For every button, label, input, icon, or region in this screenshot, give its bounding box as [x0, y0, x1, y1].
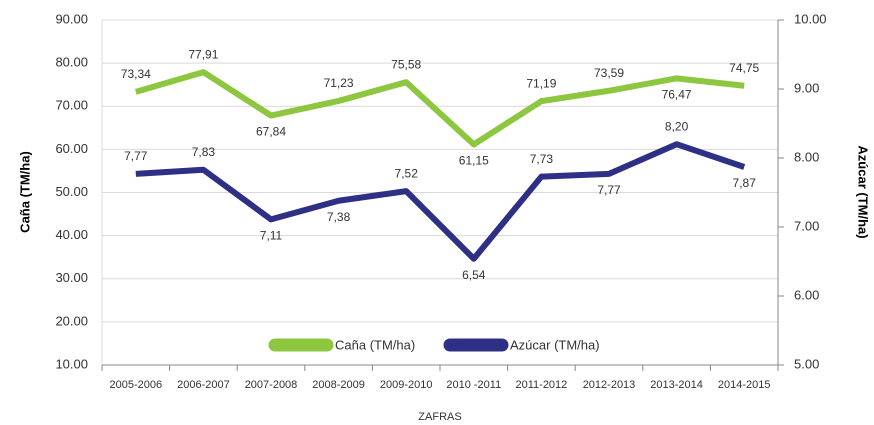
- data-label: 73,34: [121, 67, 151, 81]
- series-line: [134, 69, 745, 148]
- data-label: 7,52: [395, 166, 419, 180]
- data-label: 73,59: [594, 66, 624, 80]
- x-tick-label: 2005-2006: [109, 379, 162, 391]
- data-label: 7,11: [260, 229, 283, 243]
- data-label: 71,19: [526, 76, 556, 90]
- x-tick-label: 2014-2015: [718, 379, 771, 391]
- data-label: 7,73: [530, 152, 554, 166]
- data-label: 7,83: [192, 145, 216, 159]
- y2-tick-label: 8.00: [794, 149, 819, 164]
- x-tick-label: 2010 -2011: [446, 379, 501, 391]
- y2-tick-label: 5.00: [794, 356, 819, 371]
- y2-tick-label: 6.00: [794, 287, 819, 302]
- y-tick-label: 60.00: [55, 141, 88, 156]
- series-line: [135, 141, 746, 262]
- x-axis-title: ZAFRAS: [418, 411, 461, 423]
- y2-tick-label: 7.00: [794, 218, 819, 233]
- y-tick-label: 50.00: [55, 184, 88, 199]
- data-label: 7,87: [733, 176, 757, 190]
- x-tick-label: 2008-2009: [312, 379, 365, 391]
- y-tick-label: 20.00: [55, 313, 88, 328]
- y2-tick-label: 10.00: [794, 11, 827, 26]
- legend-label: Caña (TM/ha): [335, 337, 415, 352]
- legend-label: Azúcar (TM/ha): [510, 337, 600, 352]
- data-label: 71,23: [324, 76, 354, 90]
- x-tick-label: 2006-2007: [177, 379, 230, 391]
- y-axis-title: Caña (TM/ha): [17, 151, 32, 233]
- x-tick-label: 2011-2012: [516, 379, 568, 391]
- data-label: 7,77: [124, 149, 148, 163]
- y-tick-label: 70.00: [55, 98, 88, 113]
- y-tick-label: 10.00: [55, 356, 88, 371]
- data-label: 75,58: [391, 57, 421, 71]
- y-tick-label: 40.00: [55, 227, 88, 242]
- y2-axis-title: Azúcar (TM/ha): [856, 145, 871, 238]
- data-label: 7,38: [327, 210, 351, 224]
- data-label: 74,75: [729, 61, 759, 75]
- y2-tick-label: 9.00: [794, 80, 819, 95]
- data-label: 76,47: [662, 88, 692, 102]
- y-tick-label: 90.00: [55, 11, 88, 26]
- x-tick-label: 2007-2008: [245, 379, 298, 391]
- data-label: 67,84: [256, 125, 286, 139]
- y-tick-label: 30.00: [55, 270, 88, 285]
- y-tick-label: 80.00: [55, 55, 88, 70]
- data-label: 61,15: [459, 154, 489, 168]
- x-tick-label: 2013-2014: [650, 379, 703, 391]
- data-label: 7,77: [597, 183, 621, 197]
- data-label: 6,54: [462, 268, 486, 282]
- x-tick-label: 2009-2010: [380, 379, 433, 391]
- data-label: 8,20: [665, 119, 689, 133]
- data-label: 77,91: [188, 47, 218, 61]
- x-tick-label: 2012-2013: [583, 379, 636, 391]
